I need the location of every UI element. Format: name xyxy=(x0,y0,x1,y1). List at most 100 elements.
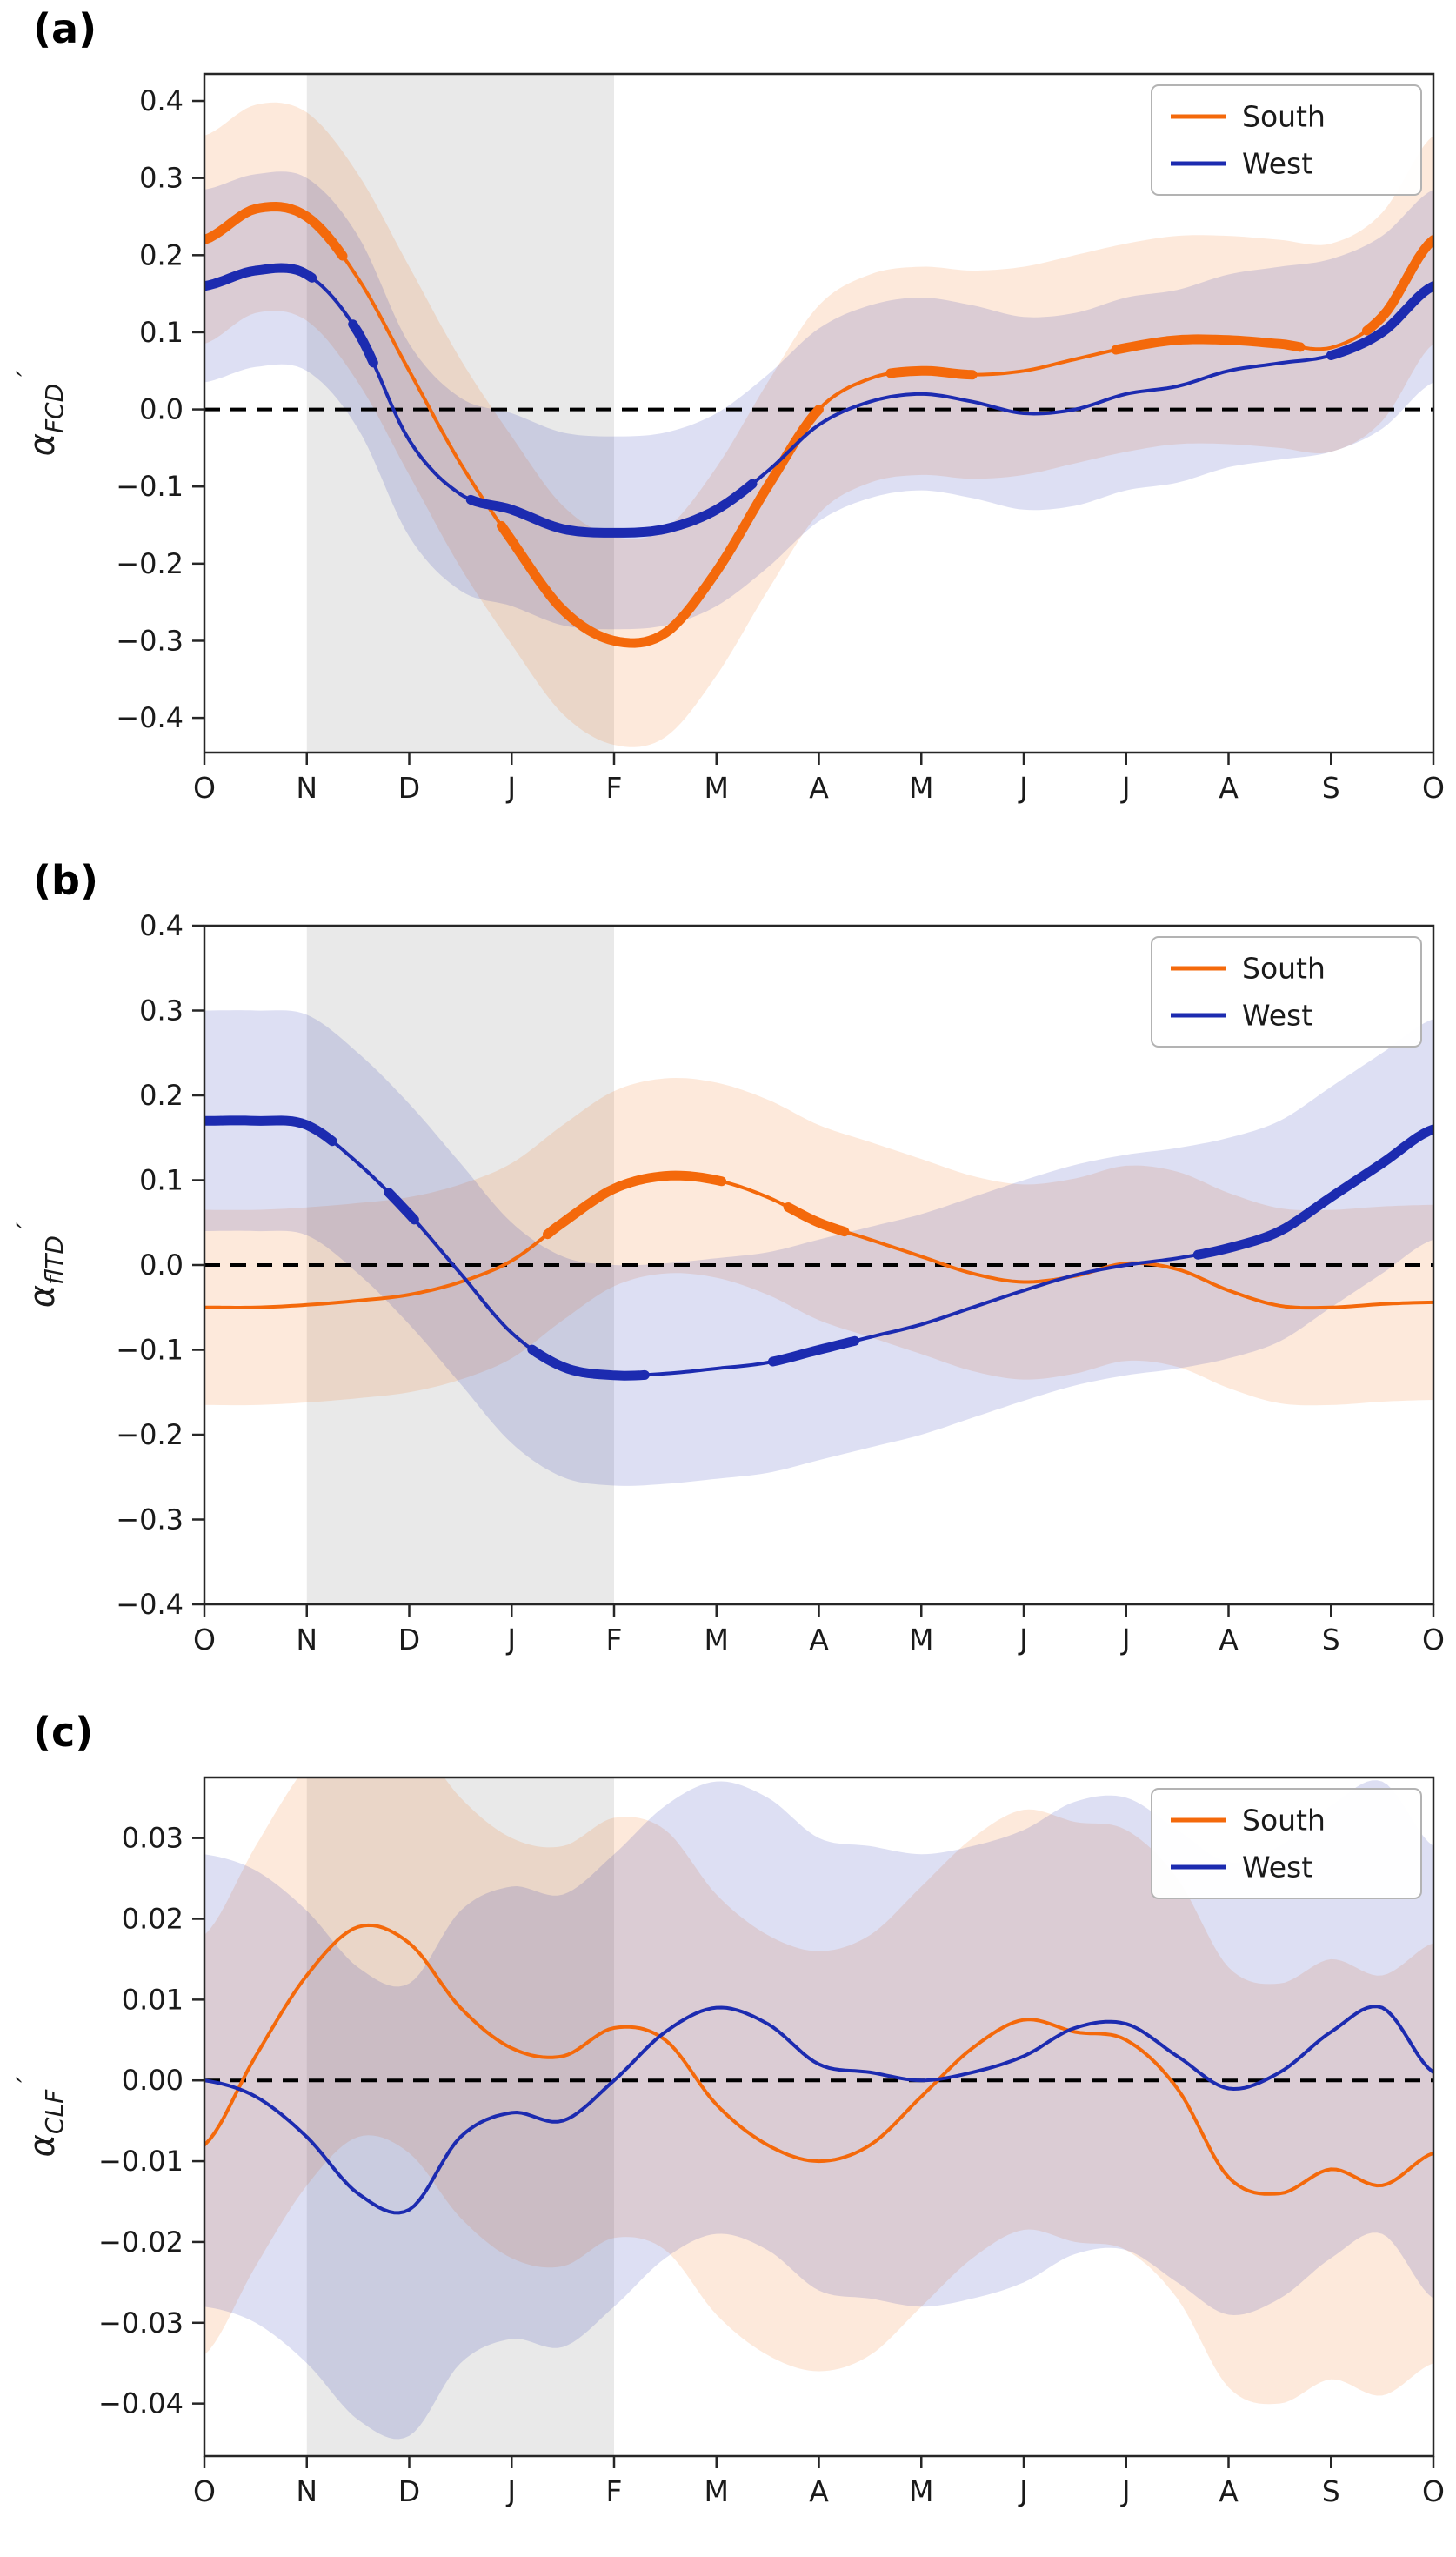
x-axis-tick-label: J xyxy=(1018,771,1028,805)
south-line-significant-segment xyxy=(1362,235,1433,336)
west-uncertainty-band xyxy=(204,1780,1433,2440)
x-axis-tick-label: J xyxy=(505,1623,516,1657)
y-axis-tick-label: −0.3 xyxy=(116,624,184,657)
y-axis-tick-label: 0.02 xyxy=(122,1903,184,1936)
shaded-winter-region xyxy=(306,926,614,1604)
y-axis-tick-label: 0.01 xyxy=(122,1983,184,2016)
x-axis-tick-label: A xyxy=(809,1623,829,1657)
south-line-significant-segment xyxy=(543,1170,727,1240)
legend: South West xyxy=(1151,936,1422,1048)
west-line-significant-segment xyxy=(204,1115,337,1147)
y-axis-tick-label: −0.04 xyxy=(98,2387,184,2420)
y-axis-tick-label: 0.1 xyxy=(139,316,184,349)
x-axis-tick-label: J xyxy=(1018,1623,1028,1657)
shaded-winter-region xyxy=(306,74,614,753)
y-axis-label: αCLF′ xyxy=(10,2076,69,2158)
west-line xyxy=(204,2005,1433,2215)
x-axis-tick-label: O xyxy=(1422,1623,1445,1657)
x-axis-tick-label: A xyxy=(1219,2474,1239,2508)
panel-a-chart: −0.4 −0.3 −0.2 −0.1 0.0 0.1 0.2 0.3 0.4 O N D J F M A M J… xyxy=(10,72,1445,805)
y-axis-tick-label: 0.03 xyxy=(122,1822,184,1855)
x-axis-tick-label: D xyxy=(398,2474,420,2508)
west-uncertainty-band xyxy=(204,1010,1433,1486)
x-axis-tick-label: S xyxy=(1322,1623,1340,1657)
x-axis-tick-label: D xyxy=(398,1623,420,1657)
south-uncertainty-band xyxy=(204,1078,1433,1406)
plot-area xyxy=(204,74,1433,753)
legend-label-south: South xyxy=(1242,952,1326,986)
x-axis-tick-label: O xyxy=(193,1623,216,1657)
panel-b-label: (b) xyxy=(33,857,98,904)
y-axis-tick-label: 0.2 xyxy=(139,238,184,271)
x-axis-tick-label: M xyxy=(909,1623,933,1657)
panel-c-label: (c) xyxy=(33,1709,94,1756)
south-line-significant-segment xyxy=(783,1202,850,1237)
legend: South West xyxy=(1151,84,1422,196)
panel-a-label: (a) xyxy=(33,5,97,52)
x-axis-tick-label: F xyxy=(606,1623,623,1657)
south-line-significant-segment xyxy=(885,365,978,380)
legend-label-west: West xyxy=(1242,147,1312,181)
x-axis-tick-label: J xyxy=(1120,1623,1131,1657)
legend-label-south: South xyxy=(1242,1804,1326,1837)
x-axis-tick-label: N xyxy=(296,1623,317,1657)
legend-label-south: South xyxy=(1242,100,1326,134)
x-axis-tick-label: M xyxy=(705,1623,729,1657)
x-axis-tick-label: A xyxy=(809,2474,829,2508)
x-axis-tick-label: J xyxy=(505,2474,516,2508)
x-axis-tick-label: J xyxy=(1120,2474,1131,2508)
legend-label-west: West xyxy=(1242,1851,1312,1884)
west-uncertainty-band xyxy=(204,171,1433,630)
y-axis-tick-label: −0.01 xyxy=(98,2145,184,2178)
plot-area xyxy=(204,926,1433,1604)
shaded-winter-region xyxy=(306,1777,614,2456)
x-axis-tick-label: O xyxy=(193,771,216,805)
y-axis-tick-label: −0.2 xyxy=(116,1418,184,1451)
x-axis-tick-label: J xyxy=(505,771,516,805)
x-axis-tick-label: M xyxy=(909,771,933,805)
legend-box xyxy=(1151,84,1422,196)
x-axis-tick-label: M xyxy=(705,2474,729,2508)
y-axis-tick-label: 0.3 xyxy=(139,994,184,1027)
y-axis-tick-label: −0.02 xyxy=(98,2226,184,2259)
panel-c: (c) −0.04 −0.03 −0.02 −0.01 0.00 0.01 0.02 0.03… xyxy=(0,1704,1456,2555)
x-axis-tick-label: S xyxy=(1322,2474,1340,2508)
x-axis-tick-label: A xyxy=(1219,1623,1239,1657)
y-axis-tick-label: 0.1 xyxy=(139,1164,184,1197)
south-line xyxy=(204,1923,1433,2196)
y-axis-tick-label: 0.0 xyxy=(139,1248,184,1282)
y-axis-tick-label: 0.3 xyxy=(139,162,184,195)
west-line xyxy=(204,266,1433,535)
x-axis-tick-label: A xyxy=(809,771,829,805)
west-line-significant-segment xyxy=(465,479,758,538)
legend-label-west: West xyxy=(1242,999,1312,1033)
x-axis-tick-label: N xyxy=(296,2474,317,2508)
y-axis-label: αflTD′ xyxy=(10,1222,69,1308)
y-axis-tick-label: −0.3 xyxy=(116,1503,184,1536)
west-line-significant-segment xyxy=(348,319,378,368)
west-line-significant-segment xyxy=(1326,281,1433,360)
south-uncertainty-band xyxy=(204,1777,1433,2405)
x-axis-tick-label: J xyxy=(1018,2474,1028,2508)
south-line-significant-segment xyxy=(497,405,824,648)
y-axis-tick-label: −0.1 xyxy=(116,470,184,503)
west-line-significant-segment xyxy=(384,1188,419,1225)
west-line-significant-segment xyxy=(768,1335,860,1367)
legend-box xyxy=(1151,1788,1422,1899)
y-axis-tick-label: 0.4 xyxy=(139,909,184,942)
legend-box xyxy=(1151,936,1422,1048)
x-axis-tick-label: J xyxy=(1120,771,1131,805)
y-axis-tick-label: −0.1 xyxy=(116,1334,184,1367)
west-line-significant-segment xyxy=(204,263,317,291)
y-axis-tick-label: 0.0 xyxy=(139,393,184,426)
south-line-significant-segment xyxy=(204,202,348,261)
x-axis-tick-label: O xyxy=(1422,771,1445,805)
x-axis-tick-label: N xyxy=(296,771,317,805)
y-axis-label: αFCD′ xyxy=(10,370,69,457)
x-axis-tick-label: A xyxy=(1219,771,1239,805)
legend: South West xyxy=(1151,1788,1422,1899)
x-axis-tick-label: M xyxy=(705,771,729,805)
x-axis-tick-label: O xyxy=(1422,2474,1445,2508)
y-axis-tick-label: 0.00 xyxy=(122,2064,184,2097)
x-axis-tick-label: F xyxy=(606,2474,623,2508)
